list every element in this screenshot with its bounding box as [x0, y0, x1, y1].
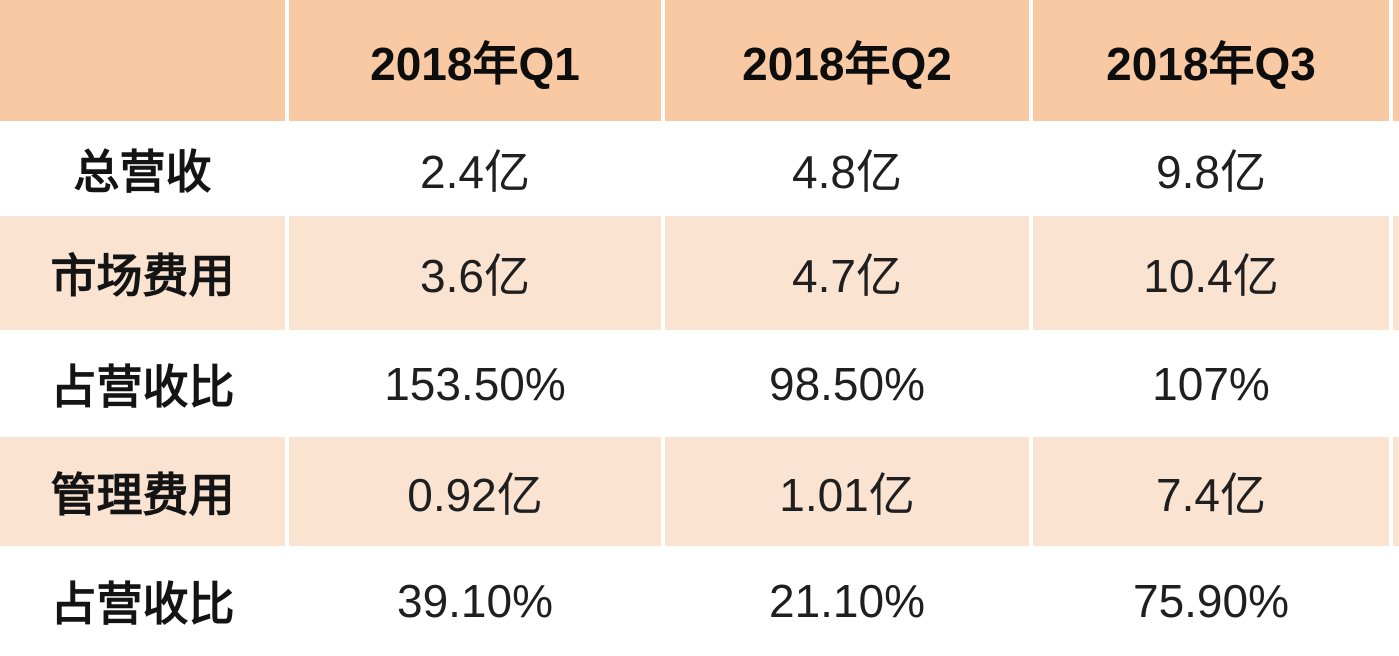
header-cell-empty [0, 0, 285, 121]
row-label-marketing-expense: 市场费用 [0, 216, 285, 330]
cell-admin-expense-q2: 1.01亿 [665, 437, 1029, 546]
row-label-pct-of-revenue-marketing: 占营收比 [0, 330, 285, 437]
header-cell-q2: 2018年Q2 [665, 0, 1029, 121]
row-label-admin-expense: 管理费用 [0, 437, 285, 546]
cropped-column-sliver-row4 [1393, 437, 1399, 546]
cropped-column-sliver-header [1393, 0, 1399, 121]
cell-marketing-expense-q3: 10.4亿 [1033, 216, 1389, 330]
cell-marketing-expense-q1: 3.6亿 [289, 216, 661, 330]
cropped-column-sliver-row1 [1393, 121, 1399, 216]
row-label-total-revenue: 总营收 [0, 121, 285, 216]
cell-admin-expense-q1: 0.92亿 [289, 437, 661, 546]
header-cell-q3: 2018年Q3 [1033, 0, 1389, 121]
cell-pct-marketing-q3: 107% [1033, 330, 1389, 437]
cropped-column-sliver-row5 [1393, 546, 1399, 656]
cell-pct-admin-q3: 75.90% [1033, 546, 1389, 656]
cell-pct-marketing-q2: 98.50% [665, 330, 1029, 437]
row-label-pct-of-revenue-admin: 占营收比 [0, 546, 285, 656]
cropped-column-sliver-row3 [1393, 330, 1399, 437]
cell-pct-admin-q2: 21.10% [665, 546, 1029, 656]
cropped-column-sliver-row2 [1393, 216, 1399, 330]
header-cell-q1: 2018年Q1 [289, 0, 661, 121]
cell-marketing-expense-q2: 4.7亿 [665, 216, 1029, 330]
cell-pct-marketing-q1: 153.50% [289, 330, 661, 437]
cell-admin-expense-q3: 7.4亿 [1033, 437, 1389, 546]
cell-total-revenue-q1: 2.4亿 [289, 121, 661, 216]
cell-pct-admin-q1: 39.10% [289, 546, 661, 656]
cell-total-revenue-q2: 4.8亿 [665, 121, 1029, 216]
cell-total-revenue-q3: 9.8亿 [1033, 121, 1389, 216]
